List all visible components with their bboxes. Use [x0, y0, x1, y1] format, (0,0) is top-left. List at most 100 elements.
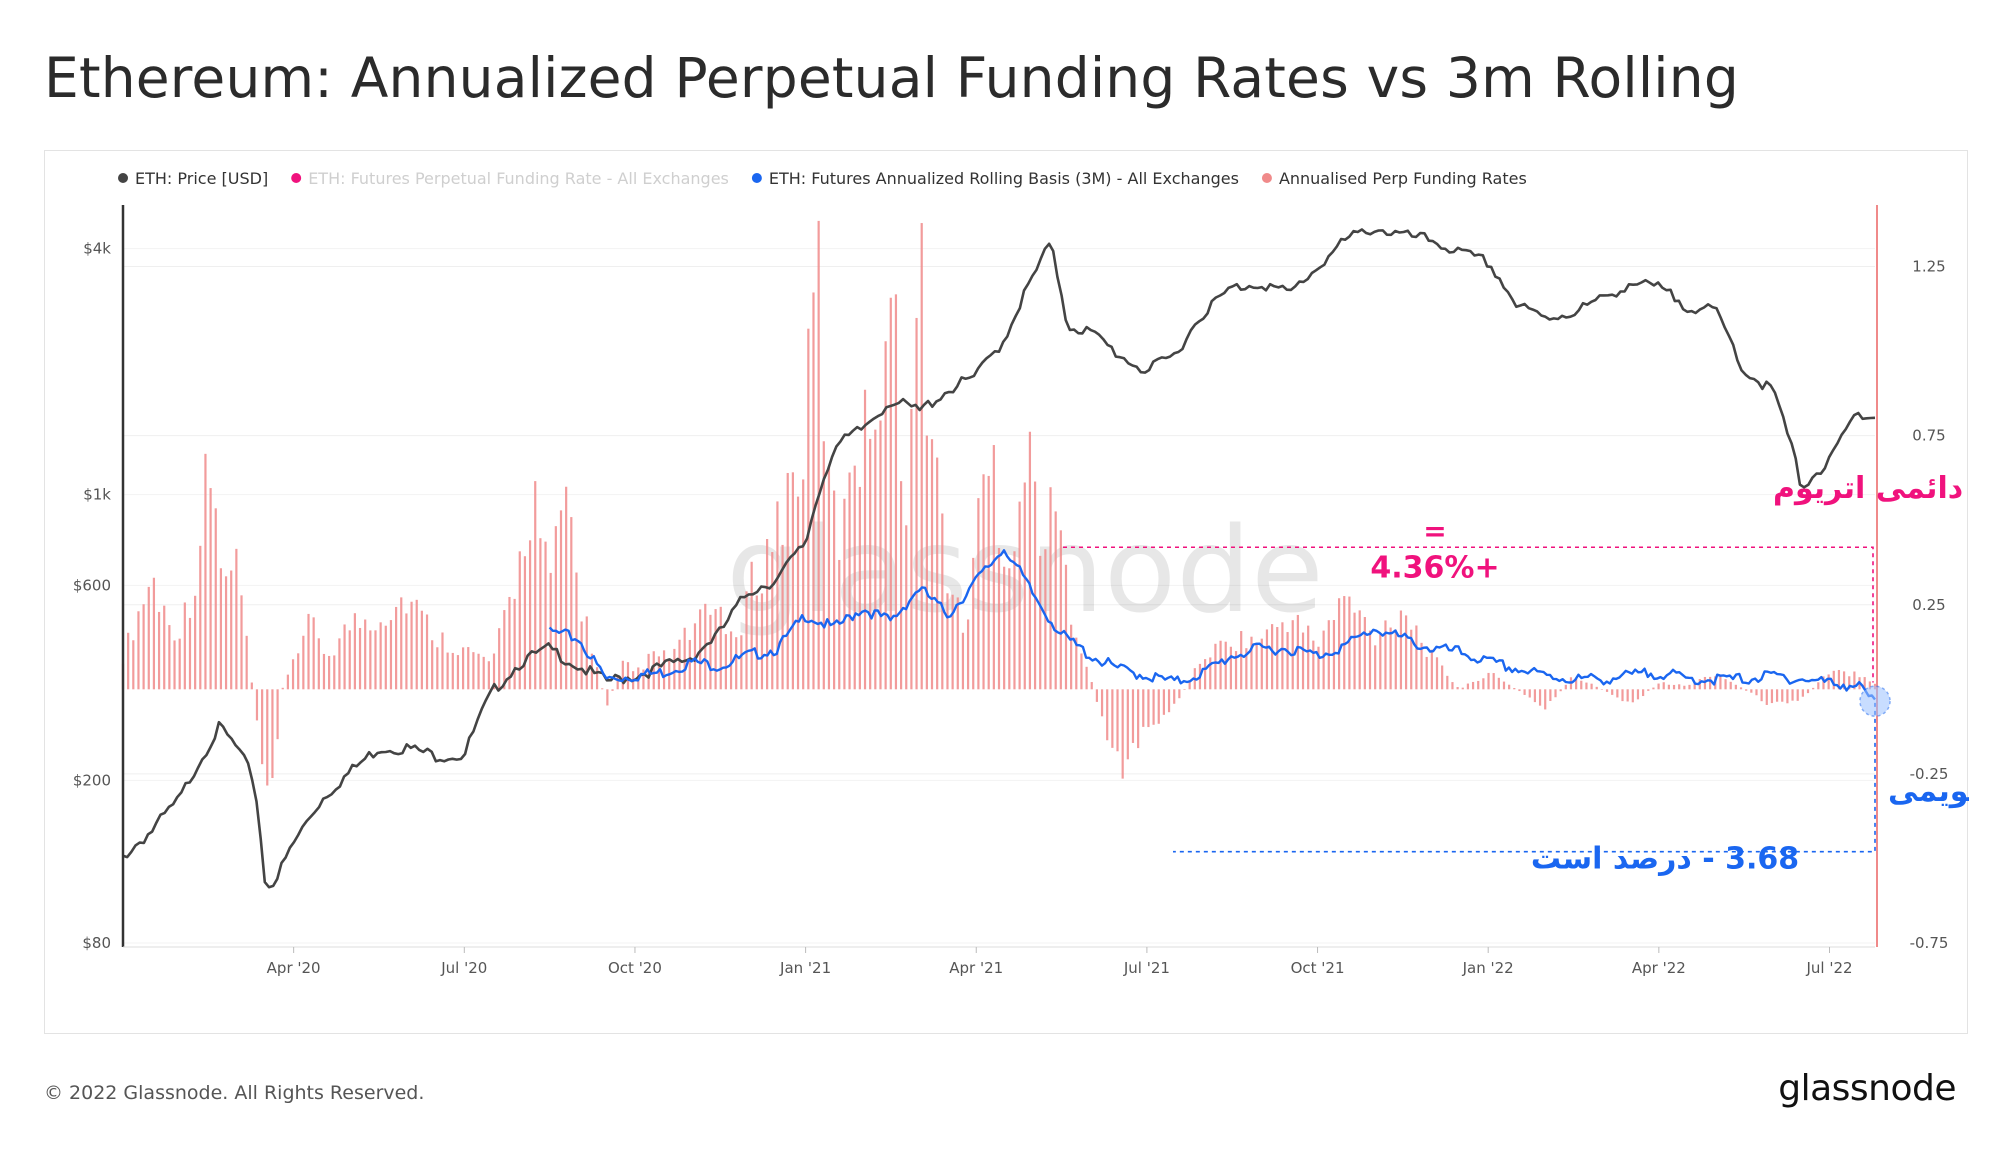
funding-bar	[585, 616, 588, 690]
funding-bar	[224, 576, 228, 690]
funding-bar	[1662, 682, 1665, 690]
funding-bar	[714, 609, 717, 690]
funding-bar	[395, 606, 398, 690]
funding-bar	[425, 614, 429, 690]
funding-bar	[389, 620, 393, 690]
funding-bar	[312, 617, 315, 690]
funding-bar	[209, 488, 212, 690]
funding-bar	[1760, 689, 1763, 702]
funding-bar	[147, 586, 150, 690]
funding-bar	[152, 577, 156, 690]
funding-bar	[745, 591, 748, 690]
funding-bar	[1312, 640, 1315, 690]
funding-bar	[1214, 643, 1217, 690]
funding-bar	[1812, 687, 1815, 690]
funding-bar	[858, 486, 861, 690]
funding-bar	[1719, 675, 1722, 690]
funding-bar	[1234, 651, 1238, 690]
funding-bar	[1528, 689, 1531, 698]
funding-bar	[1420, 642, 1423, 690]
funding-bar	[528, 540, 532, 690]
funding-bar	[1033, 481, 1037, 690]
funding-bar	[652, 651, 655, 690]
funding-bar	[642, 669, 645, 690]
funding-bar	[863, 389, 867, 690]
funding-bar	[1430, 649, 1433, 690]
funding-bar	[869, 438, 872, 690]
basis-annotation-value: 3.68 - درصد است	[1531, 842, 1799, 877]
funding-bar	[1070, 624, 1073, 690]
funding-bar	[1111, 689, 1114, 748]
funding-bar	[1868, 681, 1871, 690]
x-tick-label: Jan '21	[779, 959, 831, 977]
funding-bar	[534, 481, 537, 690]
funding-bar	[436, 647, 439, 690]
funding-bar	[1425, 656, 1428, 690]
funding-bar	[1013, 551, 1016, 690]
funding-bar	[1173, 689, 1176, 704]
perp-annotation-equals: =	[1423, 514, 1446, 547]
funding-bar	[1559, 689, 1562, 692]
funding-bar	[1739, 687, 1743, 690]
y-right-tick-label: 1.25	[1912, 258, 1945, 276]
funding-bar	[1693, 683, 1696, 690]
funding-bar	[812, 292, 815, 690]
funding-bar	[219, 568, 223, 690]
legend-marker	[118, 173, 128, 183]
funding-bar	[410, 601, 413, 690]
funding-bar	[369, 630, 372, 690]
funding-bar	[487, 661, 490, 690]
funding-bar	[302, 635, 305, 690]
funding-bar	[441, 632, 444, 690]
funding-bar	[554, 526, 557, 690]
perp-guide-line	[1063, 546, 1874, 683]
funding-bar	[322, 653, 326, 690]
funding-bar	[405, 613, 408, 690]
funding-bars	[121, 220, 1877, 786]
legend-marker	[1261, 173, 1272, 183]
funding-bar	[1817, 682, 1820, 690]
funding-bar	[157, 611, 161, 690]
funding-bar	[693, 623, 697, 690]
funding-bar	[1647, 689, 1650, 691]
funding-bar	[1626, 689, 1629, 702]
funding-bar	[384, 625, 387, 690]
funding-bar	[1023, 482, 1026, 690]
funding-bar	[1446, 675, 1449, 690]
series-lines	[122, 228, 1876, 889]
funding-bar	[1636, 689, 1640, 700]
funding-bar	[817, 220, 820, 690]
funding-bar	[1657, 683, 1660, 690]
funding-bar	[1152, 689, 1155, 725]
funding-bar	[1513, 688, 1516, 690]
footer-brand-logo[interactable]: glassnode	[1778, 1068, 1956, 1109]
funding-bar	[1095, 689, 1099, 702]
funding-bar	[1554, 689, 1557, 698]
funding-bar	[1358, 610, 1361, 690]
funding-bar	[1384, 620, 1387, 690]
funding-bar	[1106, 689, 1109, 741]
funding-bar	[1822, 676, 1825, 690]
funding-bar	[570, 517, 573, 690]
funding-bar	[874, 429, 877, 690]
funding-bar	[1276, 627, 1279, 690]
funding-bar	[1652, 687, 1655, 690]
funding-bar	[1085, 666, 1088, 690]
funding-bar	[1863, 677, 1866, 690]
funding-bar	[1090, 682, 1093, 690]
annotations: سود سالانه فاندینگ ریت قراردهای دائمی ات…	[1063, 470, 1969, 877]
funding-bar	[508, 596, 511, 690]
funding-bar	[142, 604, 145, 690]
rolling-basis-line	[548, 549, 1876, 701]
funding-bar	[1600, 689, 1603, 690]
basis-guide-line	[1173, 702, 1876, 853]
funding-bar	[1064, 564, 1068, 690]
funding-bar	[1317, 646, 1320, 690]
funding-bar	[183, 602, 186, 690]
funding-bar	[544, 541, 547, 690]
funding-bar	[1611, 689, 1614, 695]
funding-bar	[822, 441, 825, 690]
funding-bar	[1745, 689, 1748, 691]
funding-bar	[1667, 684, 1670, 690]
footer-copyright: © 2022 Glassnode. All Rights Reserved.	[44, 1082, 425, 1104]
